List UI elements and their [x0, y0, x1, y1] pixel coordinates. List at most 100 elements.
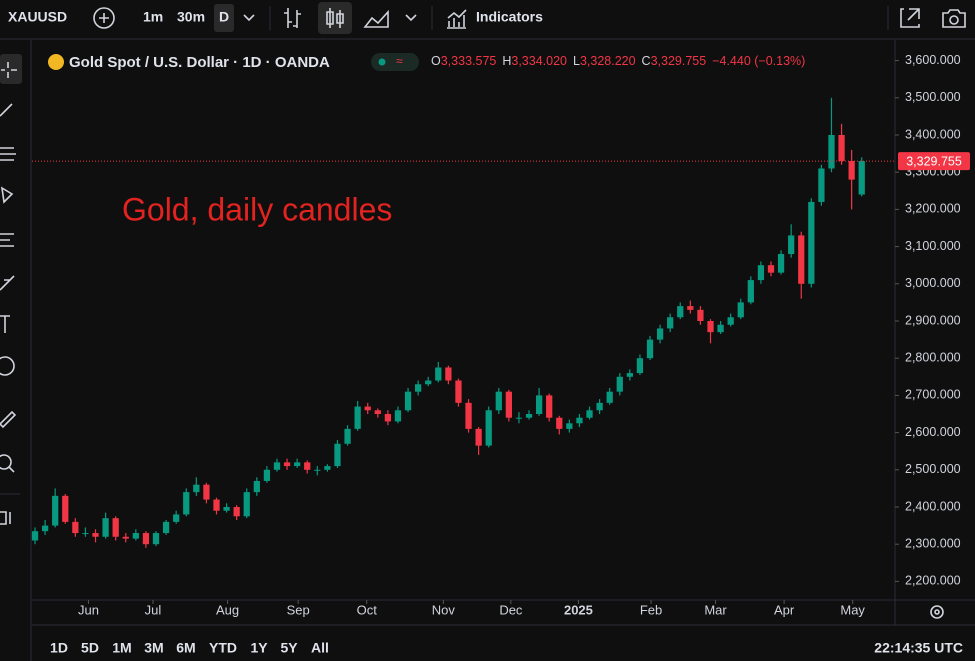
- interval[interactable]: 1m: [143, 9, 163, 25]
- area-icon[interactable]: [363, 9, 389, 28]
- y-tick-label: 3,600.000: [905, 53, 961, 67]
- range-button[interactable]: 1Y: [250, 640, 268, 656]
- ohlc-value: 3,334.020: [511, 54, 567, 68]
- ohlc-value: 3,328.220: [580, 54, 636, 68]
- candle-body: [445, 367, 452, 381]
- plot: 2,200.000 2,300.000 2,400.000 2,500.000 2,60…: [31, 53, 970, 617]
- candle-body: [777, 254, 785, 273]
- fib-tool[interactable]: [0, 147, 16, 161]
- candle-body: [132, 533, 139, 539]
- ohlc-value: 3,333.575: [441, 54, 497, 68]
- candle-body: [576, 417, 583, 424]
- candle-body: [828, 135, 835, 169]
- fullscreen-icon[interactable]: [900, 8, 920, 28]
- ohlc-key: H: [502, 54, 511, 68]
- candle-body: [41, 525, 49, 532]
- interval-active-bg: [214, 4, 234, 32]
- y-tick-label: 2,400.000: [905, 499, 961, 513]
- candle-body: [616, 376, 623, 392]
- top-toolbar: XAUUSD 1m 30m D Indicators: [0, 2, 975, 40]
- range-button[interactable]: 5Y: [280, 640, 298, 656]
- candles-icon[interactable]: [326, 8, 344, 28]
- pattern-tool[interactable]: [0, 186, 14, 204]
- range-button[interactable]: 1D: [50, 640, 68, 656]
- candle-body: [535, 395, 543, 414]
- ruler-tool[interactable]: [0, 410, 17, 429]
- candle-body: [253, 480, 260, 493]
- candle-body: [646, 339, 654, 359]
- candle-body: [173, 514, 180, 522]
- text-tool[interactable]: [0, 315, 10, 333]
- settings-icon[interactable]: [930, 605, 944, 619]
- last-price-badge: [898, 152, 970, 171]
- zoom-tool[interactable]: [0, 454, 12, 470]
- brush-tool[interactable]: [0, 275, 15, 291]
- x-tick-label: Nov: [432, 602, 456, 617]
- y-tick-label: 3,000.000: [905, 276, 961, 290]
- candle-body: [72, 521, 79, 534]
- candle-body: [364, 406, 371, 411]
- indicators-button[interactable]: Indicators: [476, 9, 543, 25]
- candle-body: [677, 306, 684, 318]
- y-tick-label: 3,200.000: [905, 202, 961, 216]
- candle-body: [848, 161, 855, 180]
- crosshair-tool[interactable]: [1, 62, 17, 78]
- range-button[interactable]: 1M: [112, 640, 131, 656]
- range-button[interactable]: All: [311, 640, 329, 656]
- range-button[interactable]: YTD: [209, 640, 237, 656]
- emoji-tool[interactable]: [0, 356, 15, 376]
- x-tick-label: Jul: [145, 602, 162, 617]
- candle-body: [455, 380, 462, 403]
- candle-body: [102, 518, 109, 537]
- candle-body: [273, 462, 281, 470]
- candle-body: [404, 391, 412, 411]
- symbol[interactable]: XAUUSD: [8, 9, 67, 25]
- x-tick-label: Aug: [216, 602, 239, 617]
- candle-body: [475, 428, 482, 446]
- candle-body: [505, 391, 512, 418]
- y-tick-label: 2,600.000: [905, 425, 961, 439]
- lens: [949, 15, 959, 25]
- y-tick-label: 2,800.000: [905, 350, 961, 364]
- candle-body: [556, 417, 563, 429]
- interval[interactable]: D: [219, 9, 229, 25]
- interval[interactable]: 30m: [177, 9, 205, 25]
- bars-icon[interactable]: [284, 8, 301, 28]
- x-tick-label: Jun: [78, 602, 99, 617]
- candle-body: [31, 531, 39, 541]
- candle-body: [596, 402, 603, 411]
- screenshot-icon[interactable]: [942, 9, 966, 28]
- candle-body: [243, 492, 250, 517]
- symbol-logo: [48, 54, 64, 70]
- ohlc-value: 3,329.755: [651, 54, 707, 68]
- x-tick-label: Dec: [499, 602, 523, 617]
- candle-body: [294, 462, 301, 467]
- indicators-icon[interactable]: [447, 9, 467, 29]
- candle-body: [515, 417, 523, 419]
- candle-body: [727, 317, 734, 325]
- candle-body: [62, 495, 69, 522]
- forecast-tool[interactable]: [0, 233, 14, 247]
- ohlc-key: C: [642, 54, 651, 68]
- candle-body: [495, 391, 502, 411]
- add-symbol[interactable]: [93, 7, 115, 29]
- candle-body: [757, 265, 765, 281]
- candle-body: [818, 168, 825, 202]
- status-pill[interactable]: [371, 53, 419, 71]
- candle-body: [747, 280, 754, 303]
- candle-body: [223, 507, 230, 511]
- candle-body: [193, 484, 200, 493]
- magnet-tool[interactable]: [0, 511, 11, 525]
- candle-body: [394, 410, 402, 422]
- range-button[interactable]: 3M: [144, 640, 163, 656]
- range-button[interactable]: 5D: [81, 640, 99, 656]
- candle-body: [263, 469, 271, 481]
- chart-type-menu[interactable]: [405, 14, 417, 22]
- line-tool[interactable]: [0, 103, 13, 117]
- add-icon: [99, 13, 109, 23]
- candle-body: [415, 384, 422, 392]
- x-tick-label: 2025: [564, 602, 593, 617]
- interval-menu[interactable]: [243, 14, 255, 22]
- range-button[interactable]: 6M: [176, 640, 195, 656]
- ohlc-key: L: [573, 54, 580, 68]
